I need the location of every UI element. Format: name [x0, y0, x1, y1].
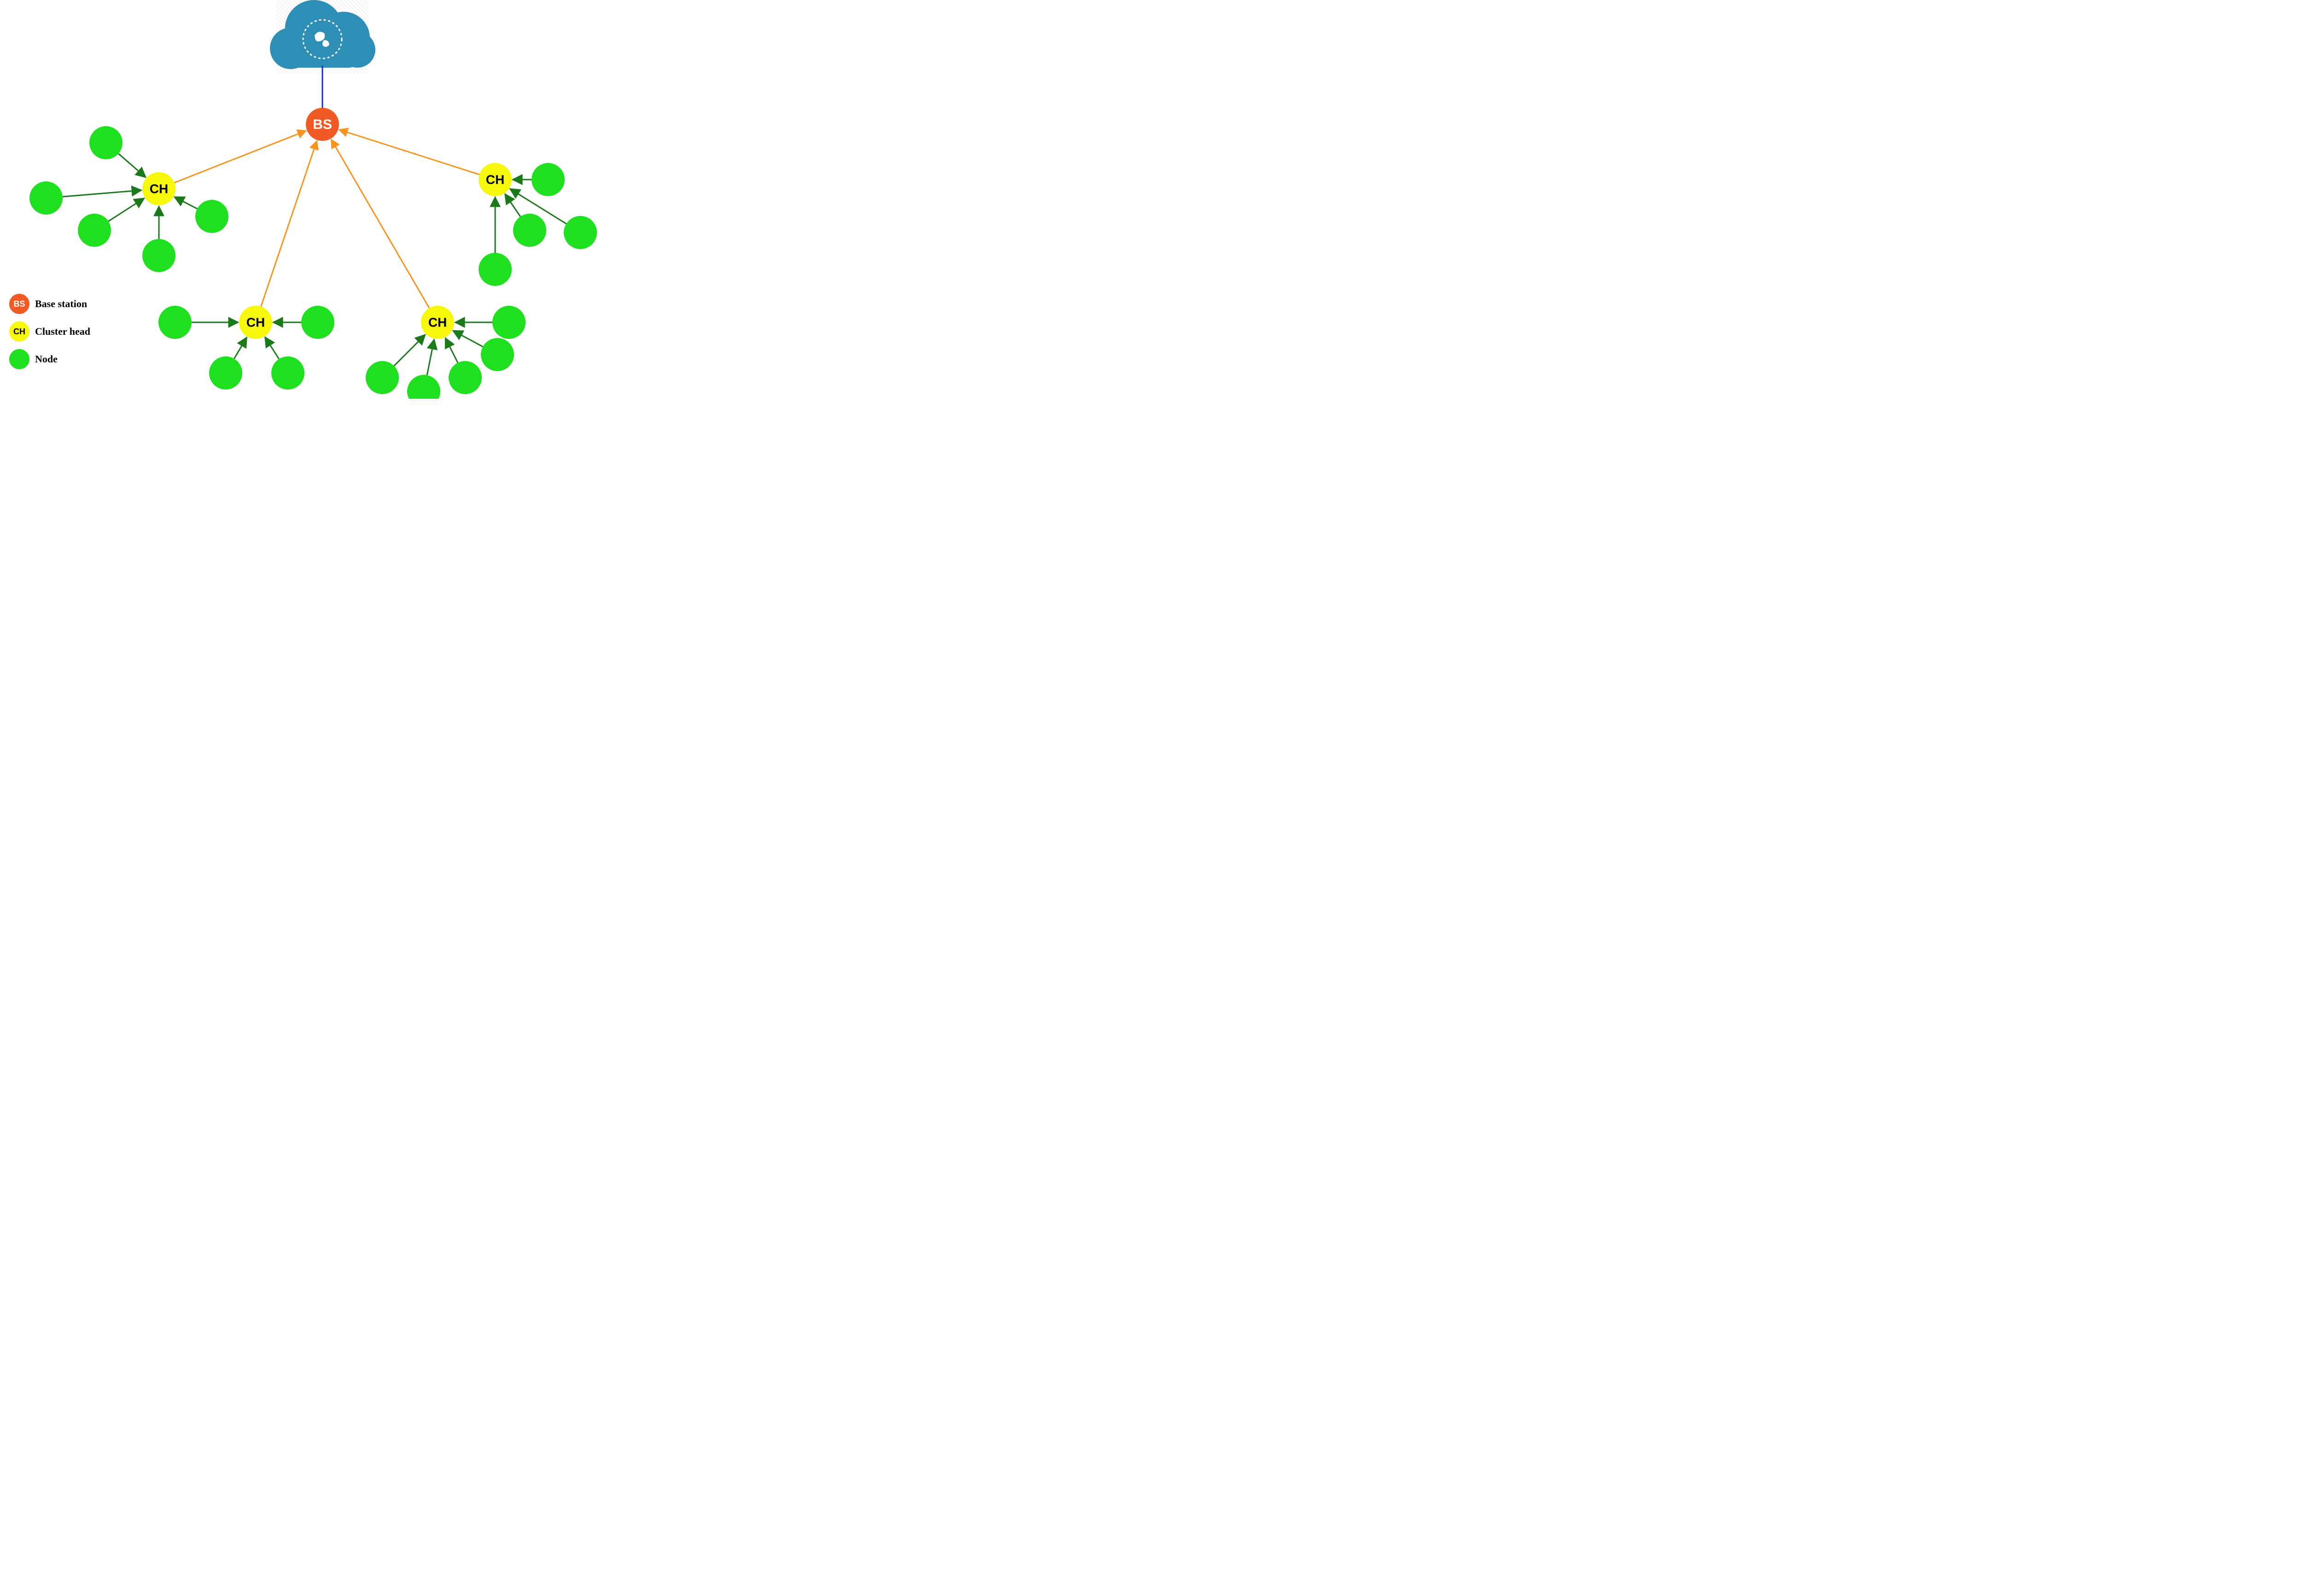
cluster-head-label: CH — [150, 181, 168, 196]
edge — [427, 339, 434, 375]
edge — [118, 154, 146, 177]
sensor-node — [481, 338, 514, 371]
sensor-node — [492, 306, 526, 339]
sensor-node — [271, 356, 304, 390]
sensor-node — [142, 239, 175, 272]
sensor-node — [513, 214, 546, 247]
edge — [453, 331, 483, 347]
sensor-node — [78, 214, 111, 247]
sensor-node — [158, 306, 192, 339]
legend-bs-label: Base station — [35, 298, 87, 310]
edge — [63, 190, 141, 197]
legend-ch-label: Cluster head — [35, 326, 90, 338]
legend-row-ch: CH Cluster head — [9, 318, 129, 345]
sensor-node — [407, 375, 440, 399]
bs-label: BS — [313, 117, 332, 132]
legend-node-label: Node — [35, 353, 58, 365]
legend-node-dot — [9, 349, 29, 369]
edge — [175, 197, 197, 209]
cluster-head-label: CH — [428, 315, 447, 329]
edge — [394, 335, 425, 366]
sensor-node — [449, 361, 482, 394]
legend-row-bs: BS Base station — [9, 290, 129, 318]
sensor-node — [479, 253, 512, 286]
edge — [339, 130, 479, 175]
edge — [174, 131, 306, 183]
edge — [505, 194, 520, 216]
cluster-head-label: CH — [246, 315, 265, 329]
sensor-node — [532, 163, 565, 196]
network-diagram: BS CH CH CH CH BS Base station CH Cluster h… — [0, 0, 606, 399]
edge — [265, 337, 279, 359]
sensor-node — [209, 356, 242, 390]
edge — [331, 140, 429, 308]
legend-ch-dot: CH — [9, 321, 29, 342]
sensor-node — [89, 126, 123, 159]
cluster-head-label: CH — [486, 172, 504, 186]
sensor-node — [29, 181, 63, 215]
edge — [261, 141, 317, 307]
base-station-node: BS — [306, 108, 339, 141]
sensor-node — [195, 200, 228, 233]
legend-row-node: Node — [9, 345, 129, 373]
sensor-node — [301, 306, 334, 339]
sensor-node — [564, 216, 597, 249]
sensor-node — [366, 361, 399, 394]
legend-bs-dot: BS — [9, 294, 29, 314]
legend: BS Base station CH Cluster head Node — [9, 290, 129, 373]
edge — [234, 338, 246, 359]
edge — [445, 338, 458, 363]
cloud-icon — [270, 0, 375, 69]
edge — [108, 198, 144, 221]
